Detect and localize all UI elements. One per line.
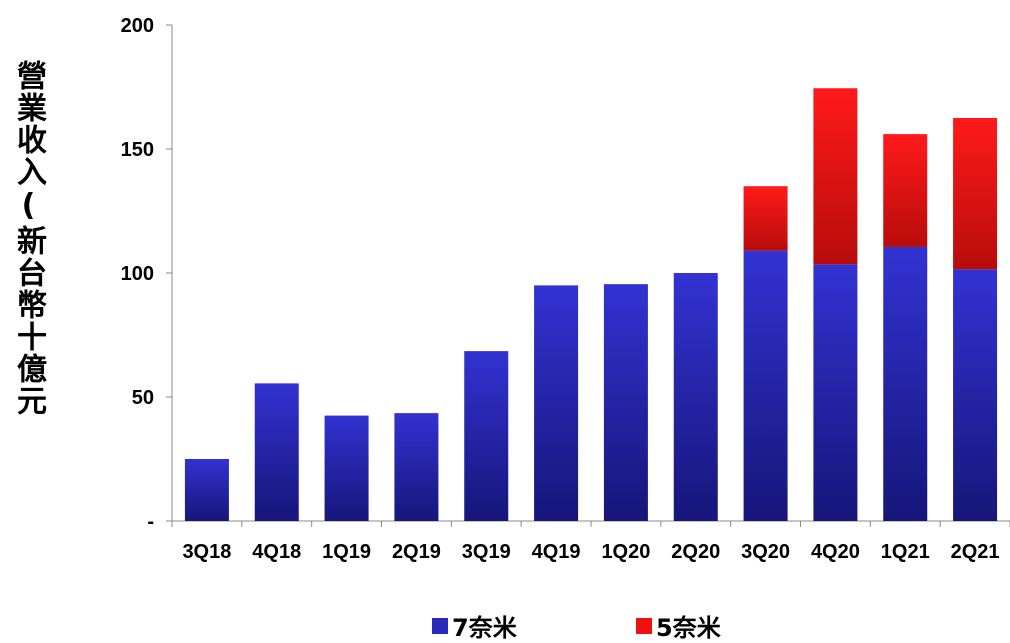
bar-7nm-4Q18 — [254, 383, 299, 521]
x-tick-label: 1Q20 — [601, 541, 650, 563]
legend: 7奈米 5奈米 — [0, 608, 1010, 642]
legend-item-7nm: 7奈米 — [432, 608, 517, 643]
bar-5nm-4Q20 — [813, 88, 858, 265]
y-axis-label: 營業收入(新台幣十億元 — [11, 60, 46, 417]
chart-ticks: - 50 100 150 200 3Q18 4Q18 1Q19 2Q19 3Q19 4Q19 1Q20… — [121, 15, 1000, 563]
x-tick-label: 4Q19 — [532, 541, 581, 563]
bar-7nm-1Q21 — [883, 246, 928, 521]
x-tick-label: 2Q19 — [392, 541, 441, 563]
bar-5nm-3Q20 — [743, 186, 788, 251]
bar-7nm-2Q19 — [394, 413, 439, 521]
y-tick-label: - — [147, 511, 154, 533]
bar-5nm-1Q21 — [883, 134, 928, 247]
x-tick-label: 2Q21 — [951, 541, 1000, 563]
x-tick-label: 2Q20 — [671, 541, 720, 563]
bar-7nm-3Q20 — [743, 250, 788, 521]
x-tick-label: 3Q19 — [462, 541, 511, 563]
bar-7nm-1Q20 — [603, 284, 648, 521]
x-tick-label: 3Q18 — [182, 541, 231, 563]
y-tick-label: 200 — [121, 15, 154, 37]
bar-5nm-2Q21 — [953, 118, 998, 270]
bar-7nm-1Q19 — [324, 415, 369, 521]
chart-axes — [166, 24, 1010, 527]
x-tick-label: 1Q21 — [881, 541, 930, 563]
y-tick-label: 100 — [121, 263, 154, 285]
legend-label-5nm: 5奈米 — [656, 614, 721, 642]
x-tick-label: 4Q20 — [811, 541, 860, 563]
chart-bars — [184, 88, 998, 521]
legend-swatch-7nm — [432, 617, 448, 634]
legend-label-7nm: 7奈米 — [452, 614, 517, 642]
y-tick-label: 50 — [132, 387, 154, 409]
x-tick-label: 3Q20 — [741, 541, 790, 563]
x-tick-label: 4Q18 — [252, 541, 301, 563]
bar-7nm-2Q20 — [673, 273, 718, 521]
x-tick-label: 1Q19 — [322, 541, 371, 563]
bar-7nm-4Q19 — [534, 285, 579, 521]
bar-7nm-4Q20 — [813, 264, 858, 521]
bar-7nm-2Q21 — [953, 269, 998, 521]
y-tick-label: 150 — [121, 139, 154, 161]
legend-swatch-5nm — [636, 617, 652, 634]
legend-item-5nm: 5奈米 — [636, 608, 721, 643]
bar-7nm-3Q19 — [464, 351, 509, 521]
bar-7nm-3Q18 — [184, 459, 229, 521]
bar-chart: - 50 100 150 200 3Q18 4Q18 1Q19 2Q19 3Q19 4Q19 1Q20… — [121, 15, 1010, 563]
